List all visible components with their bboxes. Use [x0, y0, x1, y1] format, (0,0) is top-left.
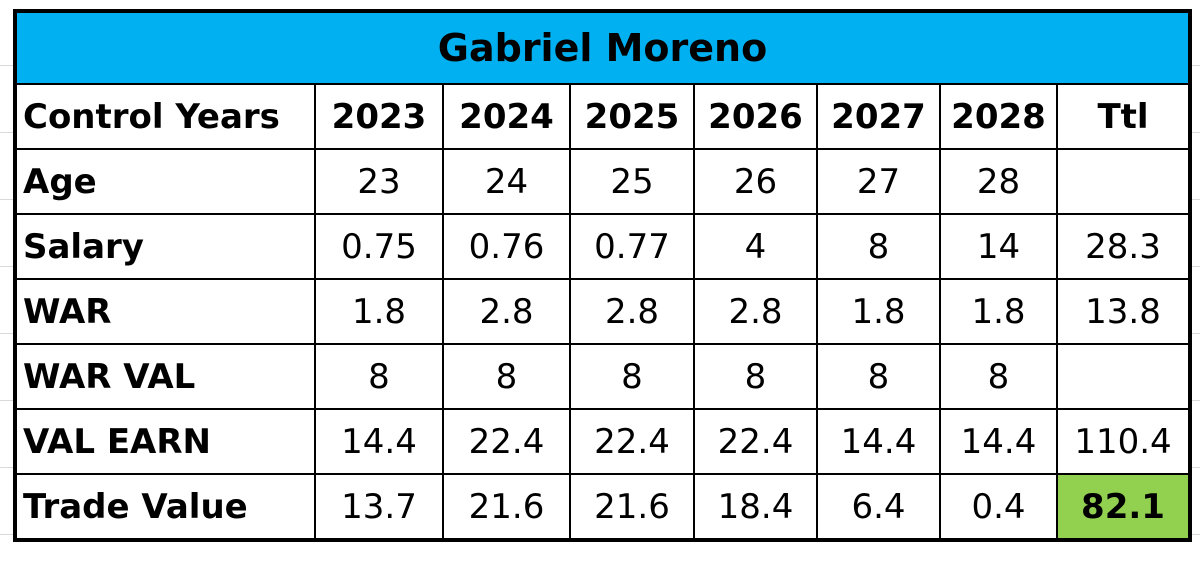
value-cell: 8 — [442, 343, 571, 410]
total-cell: 13.8 — [1056, 278, 1191, 345]
row-label: WAR — [14, 278, 316, 345]
value-cell: 23 — [314, 148, 444, 215]
total-cell: 28.3 — [1056, 213, 1191, 280]
row-label: Trade Value — [14, 473, 316, 541]
value-cell: 22.4 — [693, 408, 818, 475]
trade-value-table: Gabriel Moreno Control Years 2023 2024 2025… — [13, 9, 1192, 542]
empty-cell — [1056, 148, 1191, 215]
value-cell: 21.6 — [442, 473, 571, 541]
value-cell: 1.8 — [314, 278, 444, 345]
table-body: Gabriel Moreno Control Years 2023 2024 2025… — [14, 10, 1191, 541]
value-cell: 0.75 — [314, 213, 444, 280]
value-cell: 8 — [314, 343, 444, 410]
year-header: 2027 — [816, 83, 941, 150]
value-cell: 4 — [693, 213, 818, 280]
value-cell: 8 — [816, 343, 941, 410]
header-label: Control Years — [14, 83, 316, 150]
value-cell: 2.8 — [442, 278, 571, 345]
value-cell: 18.4 — [693, 473, 818, 541]
data-row: WAR 1.8 2.8 2.8 2.8 1.8 1.8 13.8 — [14, 278, 1191, 345]
value-cell: 8 — [939, 343, 1058, 410]
table-title: Gabriel Moreno — [14, 10, 1191, 85]
data-row: Age 23 24 25 26 27 28 — [14, 148, 1191, 215]
year-header: 2028 — [939, 83, 1058, 150]
row-label: Salary — [14, 213, 316, 280]
year-header: 2023 — [314, 83, 444, 150]
value-cell: 1.8 — [816, 278, 941, 345]
value-cell: 8 — [816, 213, 941, 280]
value-cell: 14.4 — [314, 408, 444, 475]
value-cell: 14 — [939, 213, 1058, 280]
row-label: Age — [14, 148, 316, 215]
header-row: Control Years 2023 2024 2025 2026 2027 2028 Ttl — [14, 83, 1191, 150]
value-cell: 13.7 — [314, 473, 444, 541]
empty-cell — [1056, 343, 1191, 410]
value-cell: 0.76 — [442, 213, 571, 280]
year-header: 2025 — [569, 83, 695, 150]
value-cell: 22.4 — [569, 408, 695, 475]
total-cell: 82.1 — [1056, 473, 1191, 541]
value-cell: 2.8 — [569, 278, 695, 345]
total-cell: 110.4 — [1056, 408, 1191, 475]
value-cell: 2.8 — [693, 278, 818, 345]
data-row: Salary 0.75 0.76 0.77 4 8 14 28.3 — [14, 213, 1191, 280]
year-header: 2024 — [442, 83, 571, 150]
data-row: VAL EARN 14.4 22.4 22.4 22.4 14.4 14.4 110.4 — [14, 408, 1191, 475]
value-cell: 22.4 — [442, 408, 571, 475]
value-cell: 21.6 — [569, 473, 695, 541]
year-header: 2026 — [693, 83, 818, 150]
value-cell: 14.4 — [816, 408, 941, 475]
row-label: WAR VAL — [14, 343, 316, 410]
data-row: WAR VAL 8 8 8 8 8 8 — [14, 343, 1191, 410]
data-row: Trade Value 13.7 21.6 21.6 18.4 6.4 0.4 82.1 — [14, 473, 1191, 541]
title-row: Gabriel Moreno — [14, 10, 1191, 85]
value-cell: 26 — [693, 148, 818, 215]
value-cell: 27 — [816, 148, 941, 215]
value-cell: 0.77 — [569, 213, 695, 280]
value-cell: 0.4 — [939, 473, 1058, 541]
value-cell: 8 — [693, 343, 818, 410]
value-cell: 1.8 — [939, 278, 1058, 345]
value-cell: 14.4 — [939, 408, 1058, 475]
total-header: Ttl — [1056, 83, 1191, 150]
row-label: VAL EARN — [14, 408, 316, 475]
value-cell: 25 — [569, 148, 695, 215]
value-cell: 28 — [939, 148, 1058, 215]
value-cell: 8 — [569, 343, 695, 410]
value-cell: 6.4 — [816, 473, 941, 541]
value-cell: 24 — [442, 148, 571, 215]
